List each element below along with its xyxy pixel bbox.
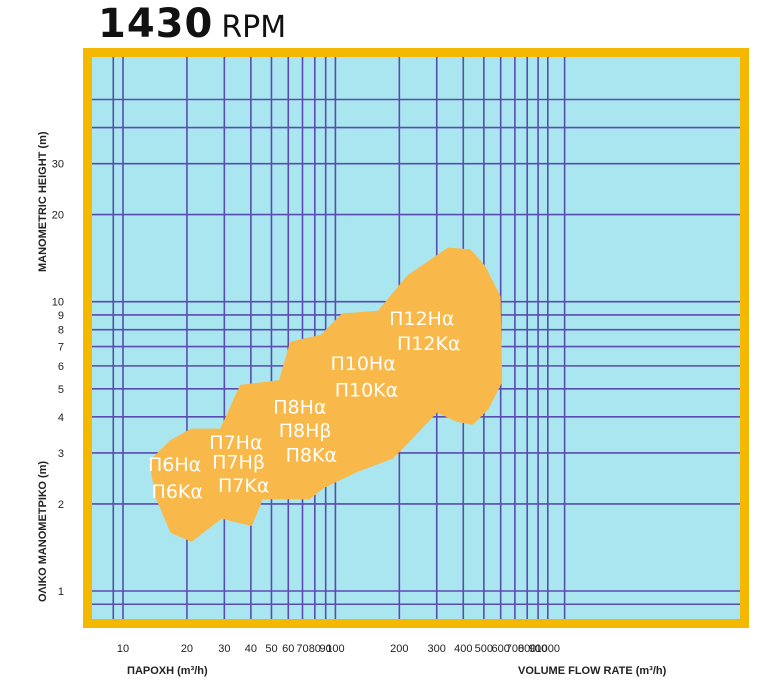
model-label: Π8Hβ <box>279 420 332 442</box>
x-tick-label: 800 <box>518 643 536 655</box>
x-tick-label: 10 <box>117 643 129 655</box>
x-tick-label: 80 <box>309 643 321 655</box>
model-label: Π10Kα <box>335 380 398 402</box>
model-label: Π6Kα <box>152 481 203 503</box>
x-axis-label-en: VOLUME FLOW RATE (m³/h) <box>518 665 667 677</box>
chart-title-speed: 1430 <box>98 1 214 47</box>
x-tick-label: 200 <box>390 643 408 655</box>
pump-range-region <box>149 247 503 542</box>
y-tick-label: 3 <box>58 448 64 460</box>
y-tick-label: 2 <box>58 499 64 511</box>
y-tick-label: 6 <box>58 361 64 373</box>
x-axis-label-gr: ΠΑΡΟΧΗ (m³/h) <box>127 665 208 677</box>
y-tick-label: 7 <box>58 342 64 354</box>
y-tick-label: 10 <box>52 297 64 309</box>
x-tick-label: 900 <box>529 643 547 655</box>
grid-horizontal-lines <box>92 98 740 606</box>
y-tick-label: 1 <box>58 586 64 598</box>
x-tick-label: 40 <box>245 643 257 655</box>
y-axis-label-gr: ΟΛΙΚΟ ΜΑΝΟΜΕΤΡΙΚΟ (m) <box>37 461 49 602</box>
y-tick-label: 5 <box>58 384 64 396</box>
model-label: Π12Hα <box>389 308 454 330</box>
x-tick-label: 400 <box>454 643 472 655</box>
model-label: Π7Hβ <box>212 452 265 474</box>
y-tick-label: 4 <box>58 412 64 424</box>
y-tick-label: 20 <box>52 210 64 222</box>
x-tick-label: 600 <box>491 643 509 655</box>
y-tick-label: 8 <box>58 325 64 337</box>
x-tick-label: 1000 <box>536 643 560 655</box>
model-label: Π7Kα <box>218 475 269 497</box>
model-label: Π8Hα <box>273 397 326 419</box>
chart-title-unit: RPM <box>221 10 287 45</box>
x-tick-label: 30 <box>218 643 230 655</box>
y-axis-label-en: MANOMETRIC HEIGHT (m) <box>37 131 49 272</box>
model-label: Π10Hα <box>330 353 395 375</box>
x-tick-label: 60 <box>282 643 294 655</box>
y-tick-label: 30 <box>52 159 64 171</box>
x-tick-label: 100 <box>326 643 344 655</box>
model-label: Π6Hα <box>148 454 201 476</box>
x-tick-label: 500 <box>475 643 493 655</box>
chart-title: 1430 RPM <box>98 4 286 44</box>
x-tick-label: 700 <box>506 643 524 655</box>
y-tick-label: 9 <box>58 310 64 322</box>
x-tick-label: 70 <box>296 643 308 655</box>
model-label: Π7Hα <box>209 432 262 454</box>
x-tick-label: 300 <box>428 643 446 655</box>
model-label: Π12Kα <box>397 333 460 355</box>
y-tick-labels: 1 2 3 4 5 6 7 8 910 20 30 <box>52 159 64 598</box>
x-tick-label: 90 <box>320 643 332 655</box>
x-tick-label: 50 <box>265 643 277 655</box>
x-tick-label: 20 <box>181 643 193 655</box>
model-label: Π8Kα <box>286 445 337 467</box>
